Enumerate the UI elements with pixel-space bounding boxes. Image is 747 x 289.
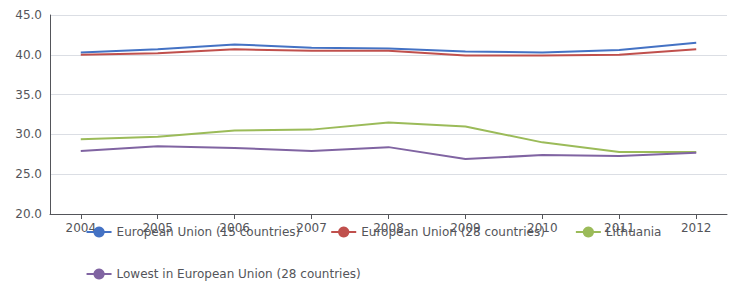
svg-text:25.0: 25.0 bbox=[15, 167, 42, 181]
svg-text:20.0: 20.0 bbox=[15, 207, 42, 221]
svg-text:45.0: 45.0 bbox=[15, 8, 42, 22]
svg-text:Lithuania: Lithuania bbox=[606, 225, 662, 239]
svg-text:40.0: 40.0 bbox=[15, 48, 42, 62]
svg-text:European Union (28 countries): European Union (28 countries) bbox=[361, 225, 545, 239]
svg-text:30.0: 30.0 bbox=[15, 127, 42, 141]
svg-text:Lowest in European Union (28 c: Lowest in European Union (28 countries) bbox=[117, 267, 361, 281]
svg-text:2007: 2007 bbox=[296, 221, 327, 235]
svg-text:2012: 2012 bbox=[681, 221, 712, 235]
svg-text:35.0: 35.0 bbox=[15, 88, 42, 102]
svg-text:2004: 2004 bbox=[65, 221, 96, 235]
svg-text:European Union (15 countries): European Union (15 countries) bbox=[117, 225, 301, 239]
